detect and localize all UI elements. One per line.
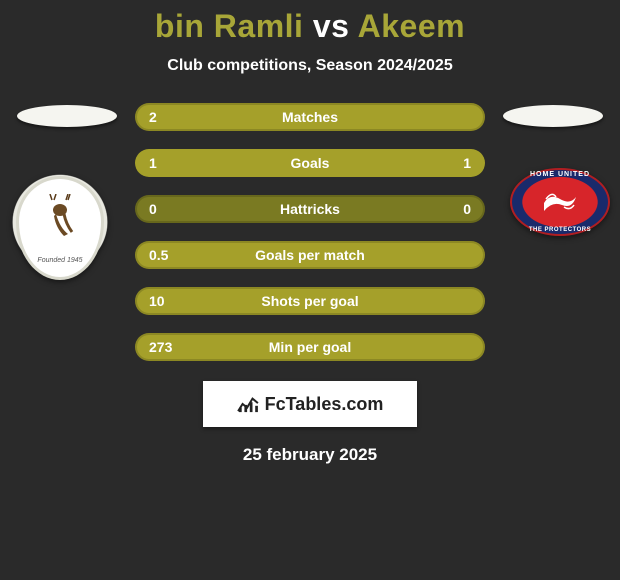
player1-name: bin Ramli — [155, 8, 304, 44]
bar-fill-right — [310, 149, 485, 177]
stat-label: Goals — [291, 155, 330, 171]
crest-ribbon-text: Founded 1945 — [37, 257, 82, 264]
bars-column: 2Matches1Goals10Hattricks00.5Goals per m… — [135, 103, 485, 361]
subtitle: Club competitions, Season 2024/2025 — [167, 57, 452, 75]
stat-label: Shots per goal — [261, 293, 358, 309]
stat-value-left: 0 — [149, 201, 157, 217]
brand-chart-icon — [237, 395, 259, 413]
dragon-icon — [540, 189, 580, 215]
brand-text: FcTables.com — [265, 394, 384, 415]
stat-label: Goals per match — [255, 247, 365, 263]
deer-icon — [38, 194, 82, 238]
stat-bar: 1 Goals 1 — [135, 149, 485, 177]
stat-value-right: 0 — [463, 201, 471, 217]
stat-bar: 0.5 Goals per match — [135, 241, 485, 269]
player2-name: Akeem — [358, 8, 465, 44]
bar-fill-left — [135, 149, 310, 177]
brand-box: FcTables.com — [203, 381, 417, 427]
vs-label: vs — [313, 8, 350, 44]
crest-right-top-text: HOME UNITED — [510, 171, 610, 178]
left-club-crest: Founded 1945 — [10, 170, 110, 286]
stat-value-left: 273 — [149, 339, 172, 355]
stat-bar: 273 Min per goal — [135, 333, 485, 361]
right-flag-col — [503, 103, 603, 127]
stat-value-right: 1 — [463, 155, 471, 171]
page-title: bin Ramli vs Akeem — [155, 8, 465, 45]
stat-value-left: 1 — [149, 155, 157, 171]
stat-label: Hattricks — [280, 201, 340, 217]
crest-right-bottom-text: THE PROTECTORS — [510, 227, 610, 233]
stat-label: Min per goal — [269, 339, 351, 355]
left-flag-icon — [17, 105, 117, 127]
crest-right-icon: HOME UNITED THE PROTECTORS — [510, 168, 610, 236]
stat-value-left: 0.5 — [149, 247, 168, 263]
date-label: 25 february 2025 — [243, 445, 377, 465]
stat-bar: 2 Matches — [135, 103, 485, 131]
stat-value-left: 10 — [149, 293, 165, 309]
stat-value-left: 2 — [149, 109, 157, 125]
stat-bar: 10 Shots per goal — [135, 287, 485, 315]
right-club-crest: HOME UNITED THE PROTECTORS — [510, 168, 610, 284]
right-flag-icon — [503, 105, 603, 127]
stat-bar: 0 Hattricks 0 — [135, 195, 485, 223]
stat-label: Matches — [282, 109, 338, 125]
crest-left-icon: Founded 1945 — [10, 170, 110, 286]
left-flag-col — [17, 103, 117, 127]
